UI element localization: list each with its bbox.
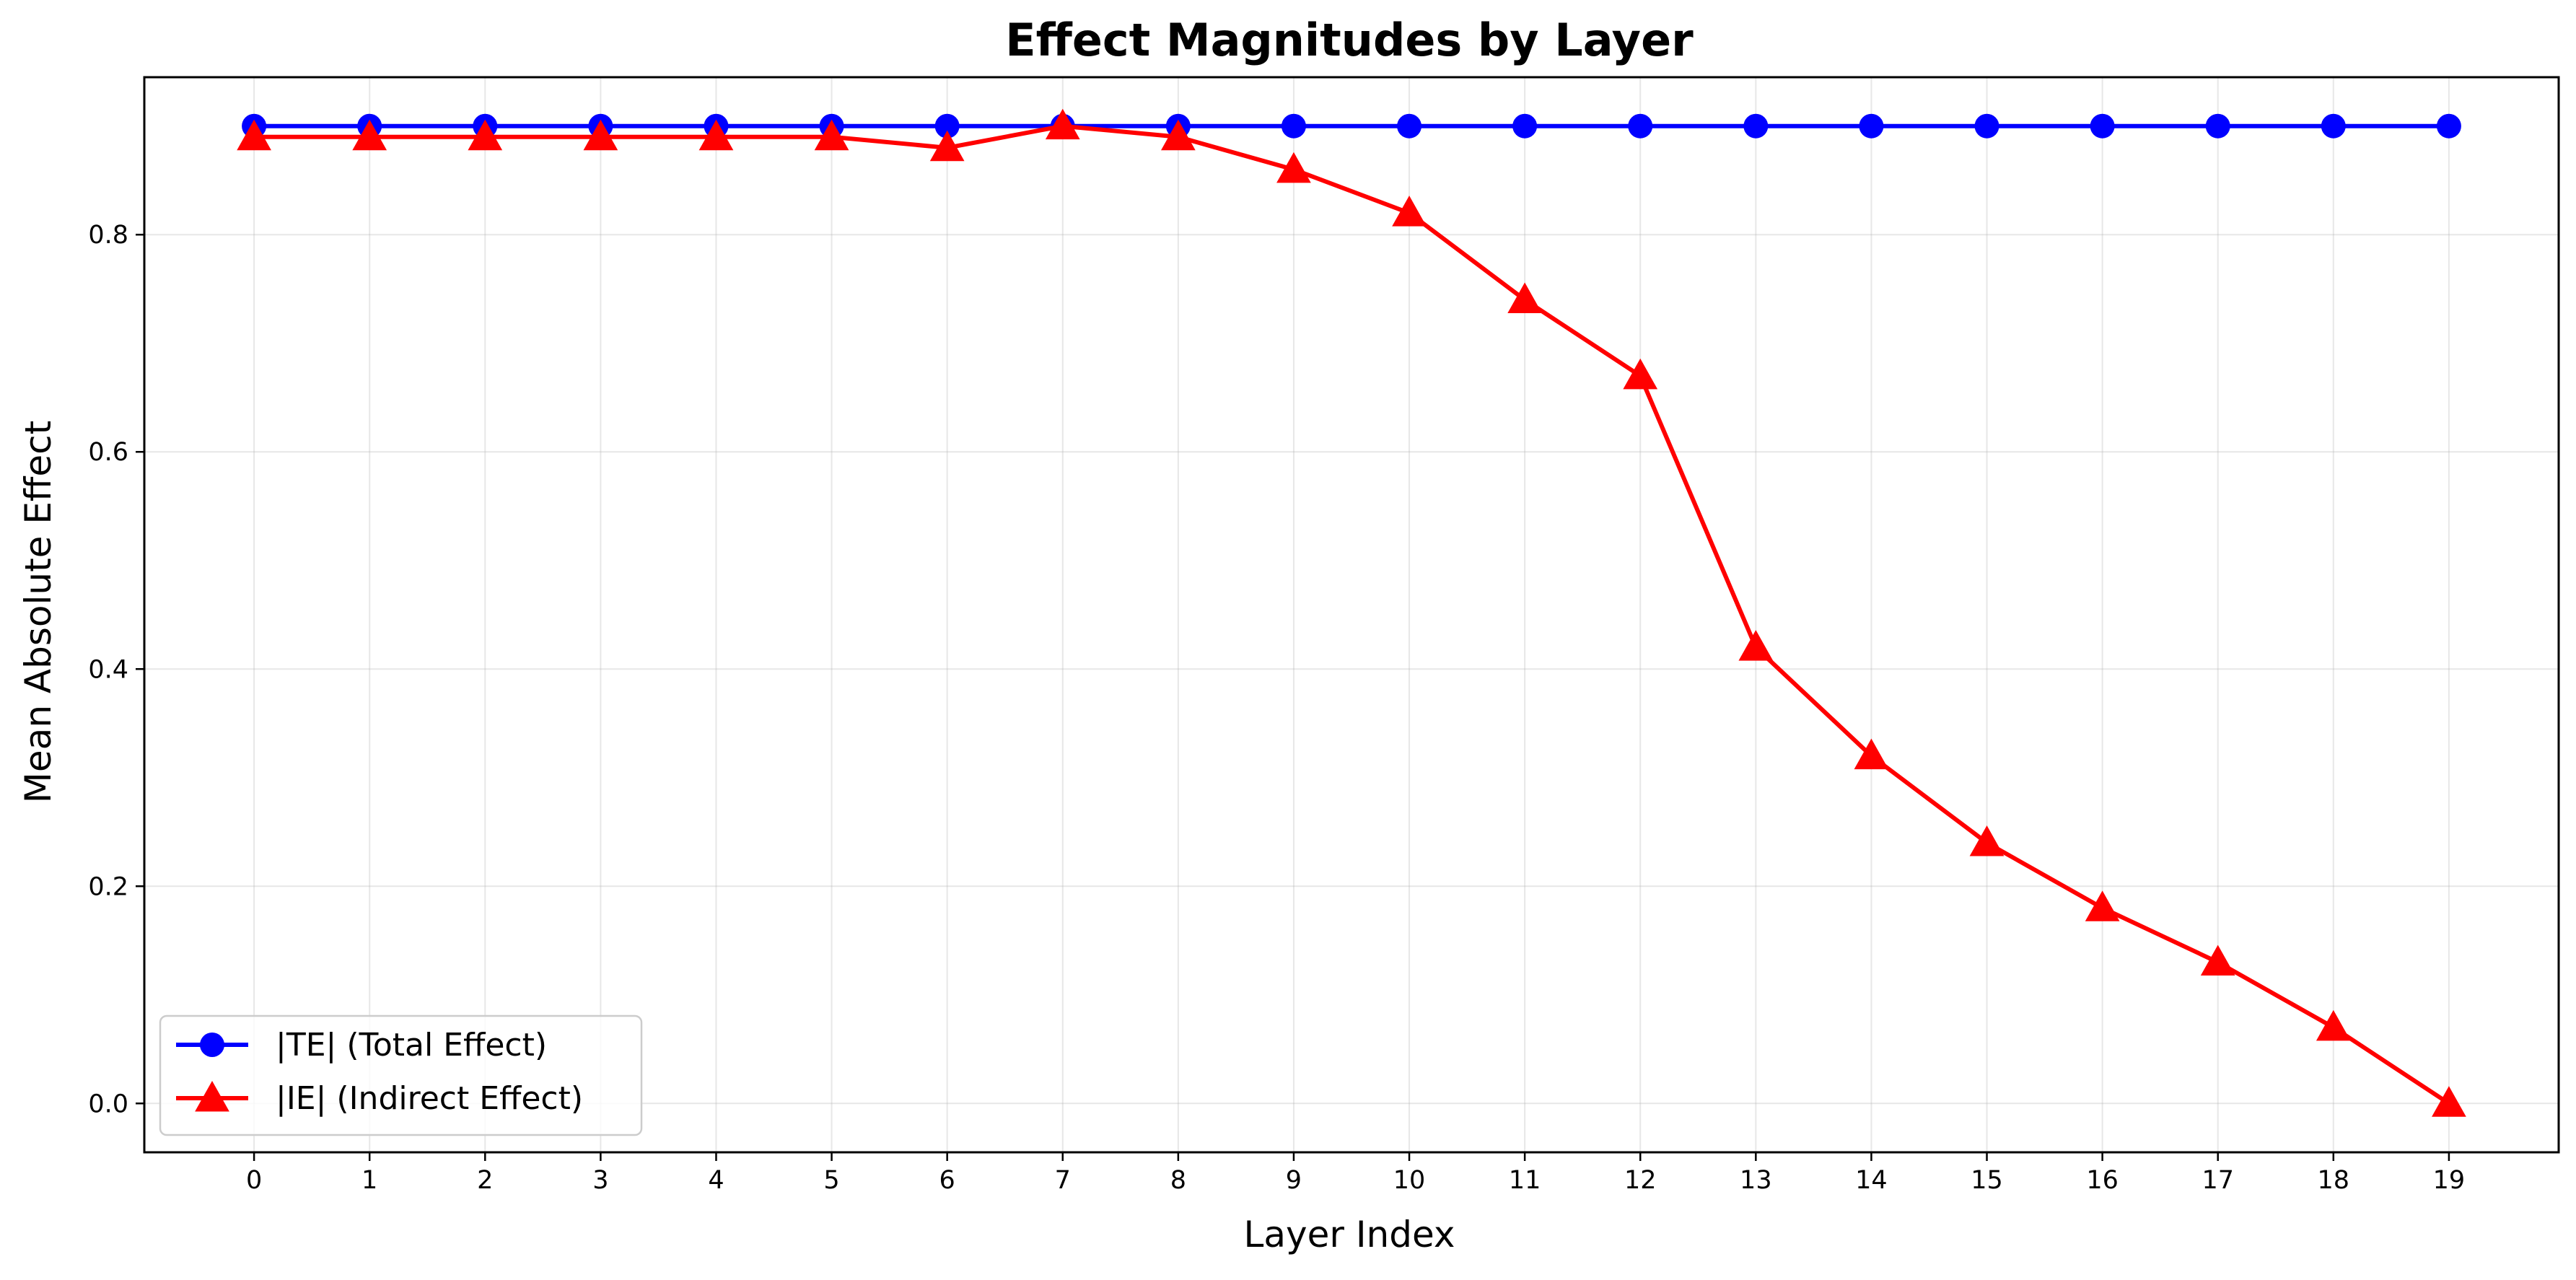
plot-area-frame: [143, 76, 2560, 1154]
data-point: [1281, 113, 1306, 139]
data-point: [352, 119, 387, 151]
data-point: [2200, 944, 2235, 976]
legend: |TE| (Total Effect) |IE| (Indirect Effect…: [159, 1014, 643, 1136]
legend-label: |IE| (Indirect Effect): [276, 1080, 583, 1117]
x-tick-label: 0: [246, 1166, 262, 1195]
x-tick-label: 2: [477, 1166, 493, 1195]
y-tick-label: 0.2: [88, 872, 128, 901]
data-point: [2316, 1009, 2351, 1041]
data-point: [934, 113, 960, 139]
data-point: [2436, 113, 2461, 139]
x-axis-label: Layer Index: [1244, 1214, 1455, 1255]
legend-item: |TE| (Total Effect): [176, 1027, 547, 1064]
x-tick-label: 10: [1393, 1166, 1426, 1195]
legend-item: |IE| (Indirect Effect): [176, 1080, 583, 1117]
data-point: [2321, 113, 2346, 139]
y-axis-ticks: 0.0 0.2 0.4 0.6 0.8: [88, 221, 144, 1118]
legend-marker: [200, 1033, 224, 1057]
x-tick-label: 18: [2318, 1166, 2350, 1195]
data-point: [2205, 113, 2230, 139]
data-point: [1045, 108, 1080, 140]
data-point: [929, 130, 965, 162]
data-point: [583, 119, 618, 151]
y-tick-label: 0.0: [88, 1090, 128, 1118]
y-tick-label: 0.8: [88, 221, 128, 250]
data-point: [1276, 152, 1311, 183]
x-tick-label: 4: [708, 1166, 724, 1195]
x-tick-label: 11: [1509, 1166, 1541, 1195]
legend-label: |TE| (Total Effect): [276, 1027, 547, 1064]
data-point: [1392, 196, 1427, 227]
x-tick-label: 1: [362, 1166, 377, 1195]
x-tick-label: 8: [1170, 1166, 1186, 1195]
data-point: [1974, 113, 1999, 139]
x-tick-label: 9: [1286, 1166, 1302, 1195]
data-point: [1397, 113, 1422, 139]
x-tick-label: 6: [939, 1166, 955, 1195]
x-tick-label: 5: [823, 1166, 839, 1195]
data-point: [1854, 738, 1889, 770]
data-point: [1628, 113, 1653, 139]
x-tick-label: 17: [2202, 1166, 2234, 1195]
data-point: [1969, 825, 2005, 856]
legend-box: [159, 1014, 643, 1136]
y-tick-label: 0.6: [88, 438, 128, 467]
data-point: [1161, 119, 1196, 151]
series-line: [254, 123, 2450, 1105]
x-axis-ticks: 0 1 2 3 4 5 6 7 8 9 10 11 12 13 14 15 16 17 18 19: [246, 1152, 2465, 1195]
y-axis-label: Mean Absolute Effect: [17, 421, 59, 803]
x-tick-label: 3: [592, 1166, 608, 1195]
series-layer: [237, 108, 2466, 1117]
data-point: [2090, 113, 2115, 139]
y-tick-label: 0.4: [88, 655, 128, 684]
x-tick-label: 12: [1624, 1166, 1657, 1195]
data-point: [1738, 630, 1774, 661]
data-point: [1512, 113, 1538, 139]
data-point: [2085, 890, 2120, 921]
x-tick-label: 13: [1740, 1166, 1772, 1195]
legend-marker: [195, 1080, 229, 1112]
x-tick-label: 19: [2433, 1166, 2466, 1195]
x-tick-label: 15: [1971, 1166, 2003, 1195]
data-point: [1743, 113, 1769, 139]
data-point: [1859, 113, 1884, 139]
data-point: [468, 119, 503, 151]
x-tick-label: 16: [2086, 1166, 2119, 1195]
grid-lines: [144, 77, 2559, 1152]
data-point: [1623, 358, 1658, 390]
data-point: [237, 119, 271, 151]
data-point: [1507, 282, 1542, 313]
x-tick-label: 14: [1855, 1166, 1888, 1195]
x-tick-label: 7: [1055, 1166, 1071, 1195]
chart-title: Effect Magnitudes by Layer: [1005, 14, 1694, 66]
data-point: [698, 119, 734, 151]
data-point: [814, 119, 849, 151]
series-indirect-effect: [237, 108, 2466, 1117]
data-point: [2432, 1086, 2466, 1117]
